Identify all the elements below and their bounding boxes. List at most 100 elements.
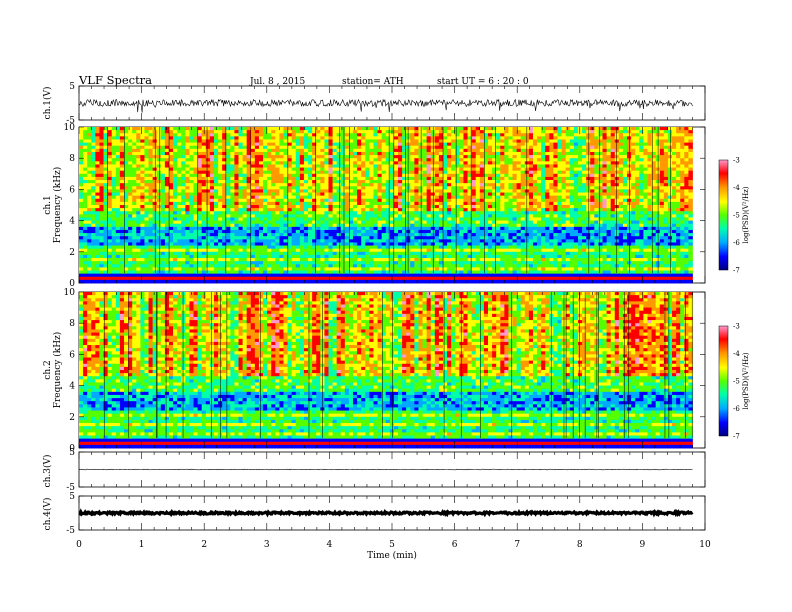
heatmap-cell — [181, 136, 186, 140]
heatmap-cell — [434, 155, 440, 159]
heatmap-cell — [414, 130, 419, 134]
heatmap-cell — [516, 195, 522, 200]
heatmap-cell — [537, 142, 542, 147]
heatmap-cell — [140, 186, 145, 190]
heatmap-cell — [140, 217, 145, 221]
heatmap-cell — [676, 220, 681, 225]
heatmap-cell — [328, 189, 333, 193]
heatmap-cell — [119, 130, 125, 134]
heatmap-cell — [263, 217, 268, 221]
heatmap-cell — [688, 164, 693, 168]
heatmap-cell — [443, 127, 448, 131]
heatmap-cell — [545, 142, 550, 147]
heatmap-cell — [365, 133, 370, 137]
heatmap-cell — [426, 223, 432, 228]
heatmap-cell — [140, 164, 145, 168]
heatmap-cell — [164, 211, 170, 215]
heatmap-cell — [426, 164, 432, 168]
heatmap-cell — [238, 183, 243, 187]
heatmap-cell — [553, 145, 558, 150]
heatmap-cell — [123, 198, 129, 203]
heatmap-cell — [663, 133, 669, 137]
heatmap-cell — [573, 186, 579, 190]
heatmap-cell — [320, 208, 325, 212]
heatmap-cell — [140, 205, 145, 209]
heatmap-cell — [168, 195, 174, 200]
heatmap-cell — [299, 217, 305, 221]
heatmap-cell — [279, 201, 284, 206]
heatmap-cell — [639, 223, 644, 228]
heatmap-cell — [582, 158, 587, 162]
heatmap-cell — [324, 217, 329, 221]
heatmap-cell — [385, 158, 391, 162]
heatmap-cell — [324, 164, 329, 168]
heatmap-cell — [651, 201, 657, 206]
heatmap-cell — [651, 127, 657, 131]
heatmap-cell — [381, 189, 387, 193]
heatmap-cell — [528, 133, 534, 137]
heatmap-cell — [667, 173, 673, 178]
heatmap-cell — [512, 220, 518, 225]
heatmap-cell — [504, 217, 509, 221]
heatmap-cell — [361, 133, 366, 137]
heatmap-cell — [418, 198, 423, 203]
heatmap-cell — [565, 201, 571, 206]
heatmap-cell — [279, 130, 284, 134]
heatmap-cell — [594, 176, 599, 181]
heatmap-cell — [512, 139, 518, 143]
heatmap-cell — [287, 223, 293, 228]
heatmap-cell — [197, 136, 203, 140]
heatmap-cell — [676, 198, 681, 203]
heatmap-cell — [487, 151, 493, 156]
heatmap-cell — [414, 180, 419, 184]
heatmap-cell — [443, 217, 448, 221]
heatmap-cell — [418, 226, 423, 231]
heatmap-cell — [230, 223, 235, 228]
heatmap-cell — [111, 155, 117, 159]
heatmap-cell — [398, 155, 403, 159]
heatmap-cell — [361, 130, 366, 134]
heatmap-cell — [532, 136, 538, 140]
heatmap-cell — [410, 214, 415, 218]
heatmap-cell — [238, 148, 243, 153]
heatmap-cell — [148, 151, 154, 156]
heatmap-cell — [622, 155, 628, 159]
heatmap-cell — [340, 180, 346, 184]
heatmap-cell — [299, 142, 305, 147]
heatmap-cell — [520, 186, 526, 190]
heatmap-cell — [385, 183, 391, 187]
heatmap-cell — [83, 158, 88, 162]
heatmap-cell — [205, 229, 211, 234]
heatmap-cell — [643, 158, 648, 162]
heatmap-cell — [283, 151, 288, 156]
heatmap-cell — [663, 151, 669, 156]
heatmap-cell — [115, 223, 121, 228]
heatmap-cell — [103, 229, 109, 234]
heatmap-cell — [537, 133, 542, 137]
heatmap-cell — [471, 170, 477, 175]
heatmap-cell — [303, 161, 309, 165]
heatmap-cell — [565, 167, 571, 172]
heatmap-cell — [512, 198, 518, 203]
heatmap-cell — [320, 136, 325, 140]
heatmap-cell — [156, 189, 162, 193]
heatmap-cell — [610, 148, 616, 153]
heatmap-cell — [299, 145, 305, 150]
heatmap-cell — [557, 195, 562, 200]
heatmap-cell — [647, 148, 652, 153]
heatmap-cell — [136, 223, 141, 228]
heatmap-cell — [369, 217, 374, 221]
heatmap-cell — [91, 217, 96, 221]
heatmap-cell — [598, 189, 603, 193]
heatmap-cell — [222, 155, 227, 159]
heatmap-cell — [532, 145, 538, 150]
heatmap-cell — [487, 164, 493, 168]
heatmap-cell — [426, 192, 432, 197]
heatmap-cell — [569, 161, 575, 165]
heatmap-cell — [377, 198, 383, 203]
heatmap-cell — [398, 133, 403, 137]
heatmap-cell — [128, 223, 133, 228]
heatmap-cell — [393, 136, 399, 140]
heatmap-cell — [594, 151, 599, 156]
heatmap-cell — [618, 161, 624, 165]
